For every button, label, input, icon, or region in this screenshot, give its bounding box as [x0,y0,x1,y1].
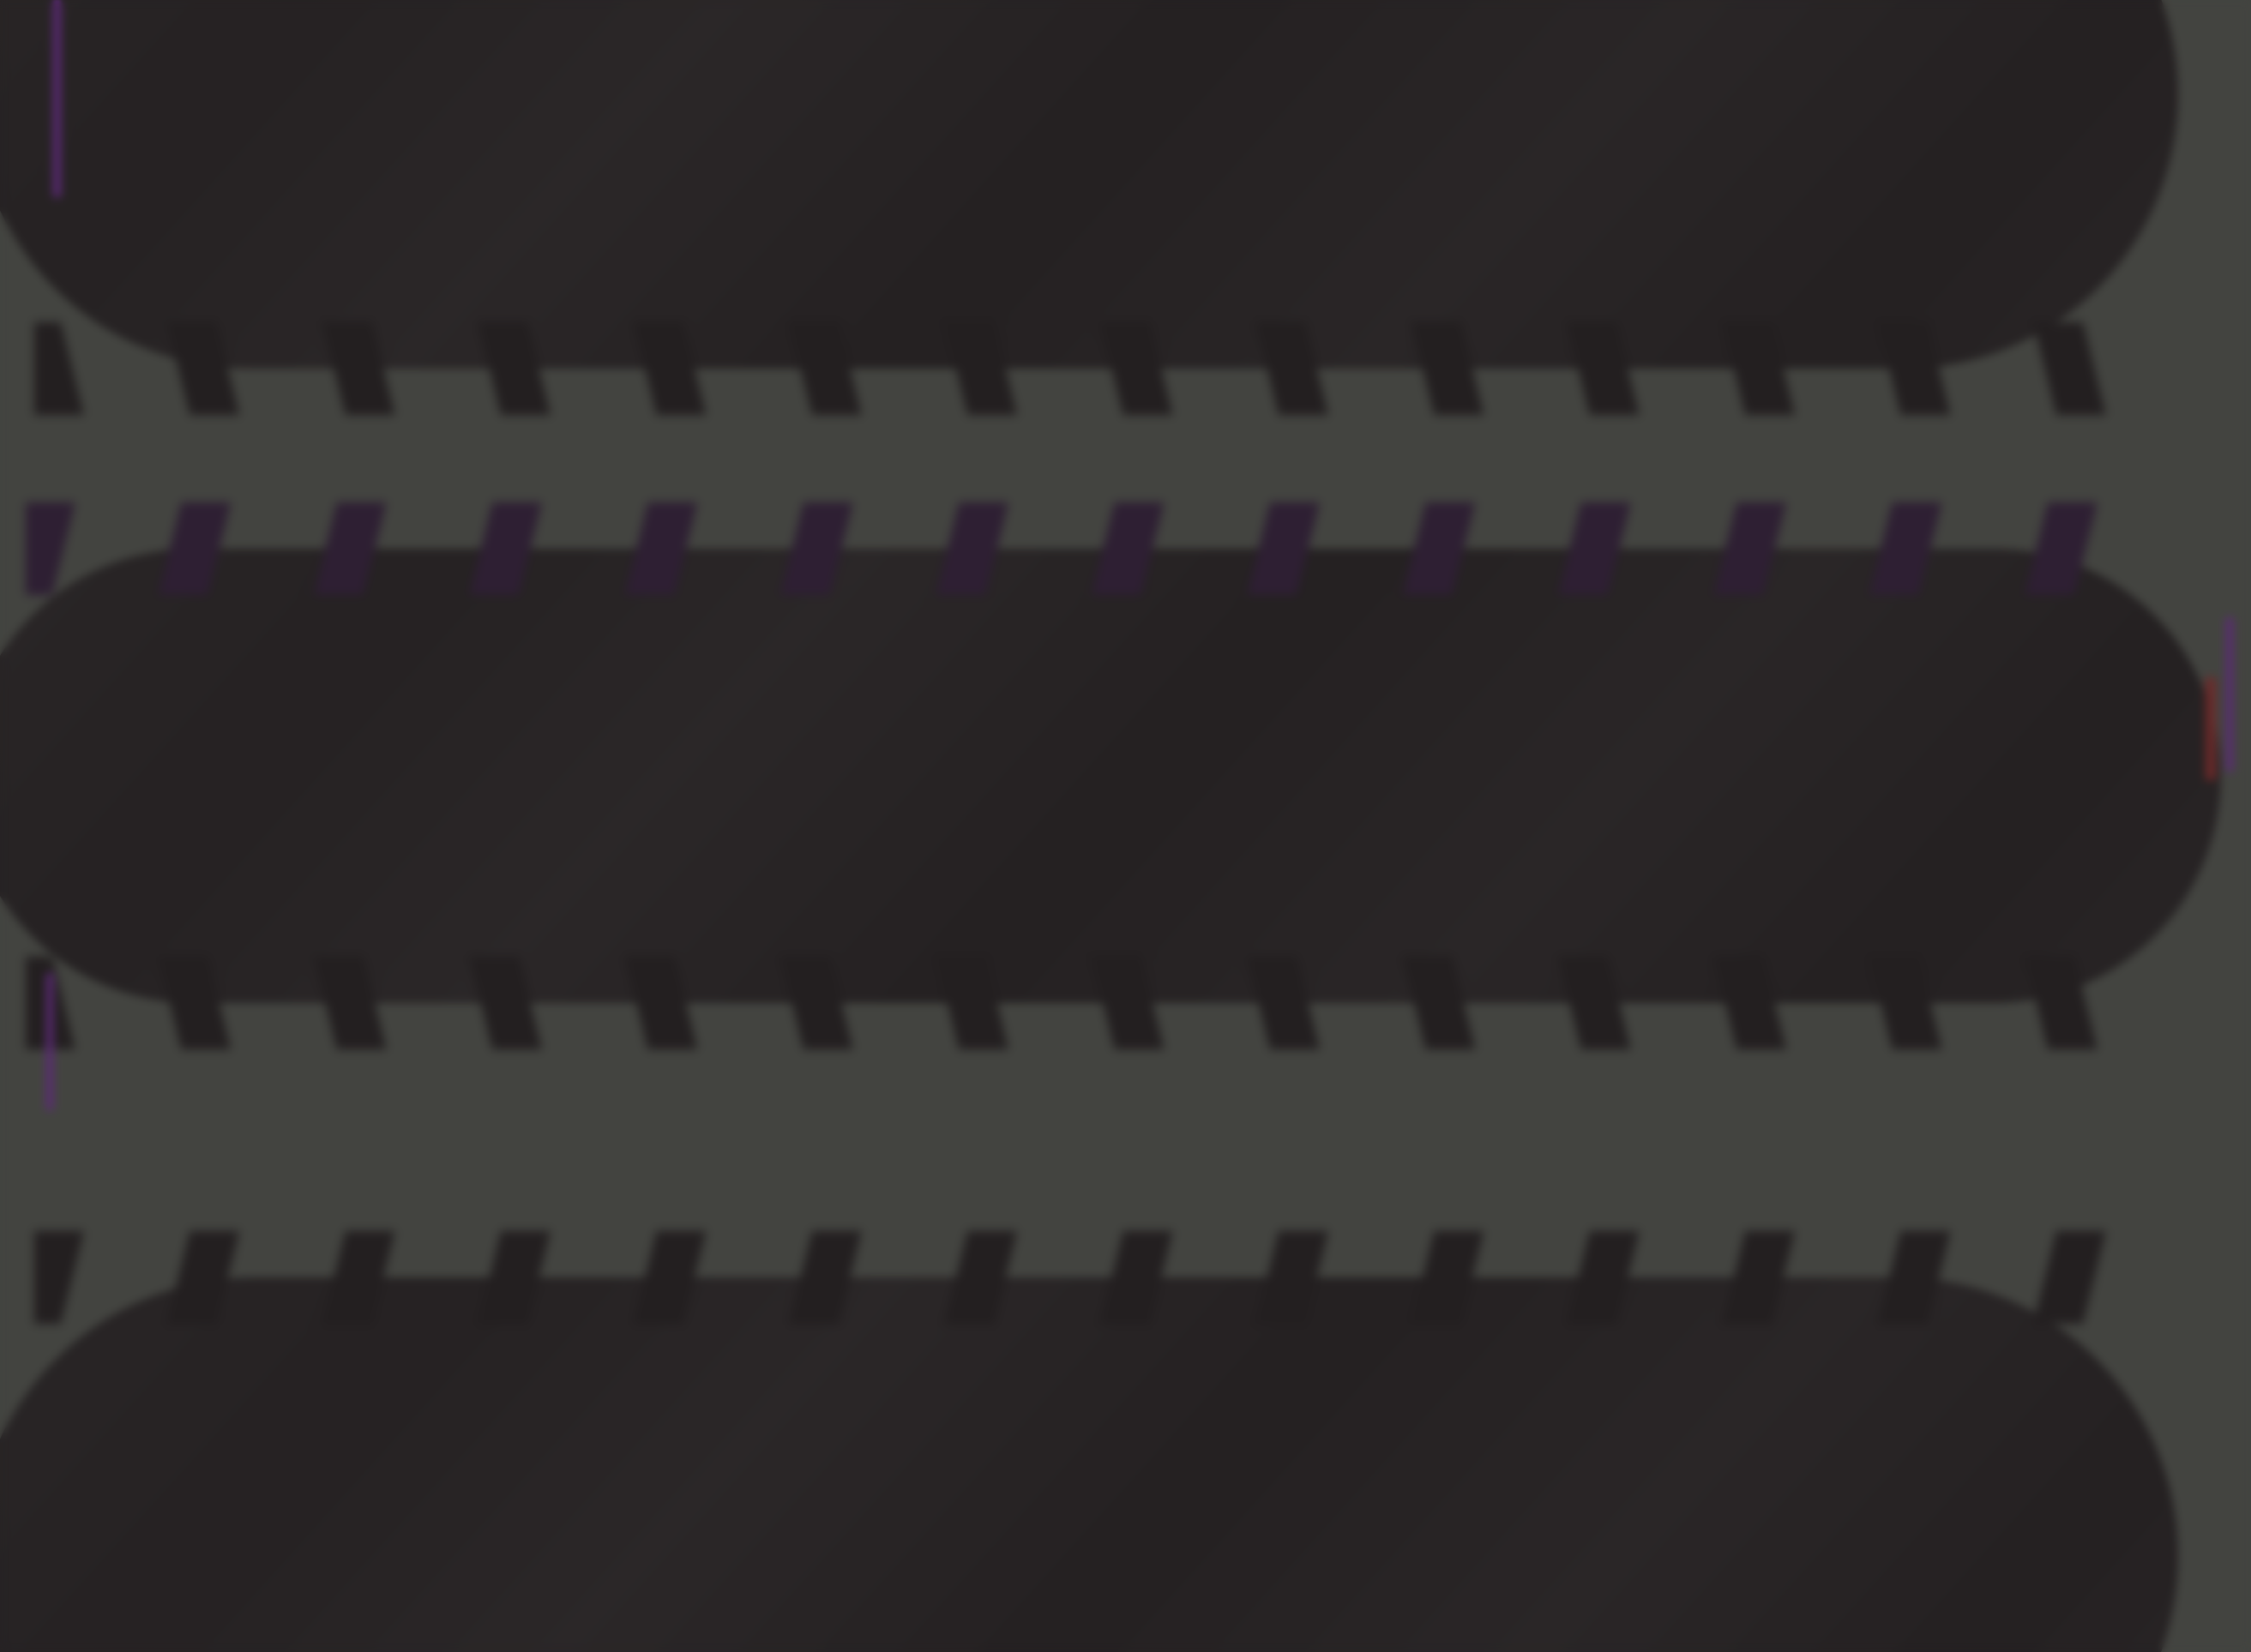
chromatic-fringe-bottom-left [46,973,53,1110]
chromatic-fringe-middle-right [2226,617,2233,772]
hamburger-bar-bottom [0,1277,2178,1652]
hamburger-bar-top [0,0,2178,369]
hamburger-bar-middle [0,549,2221,1003]
